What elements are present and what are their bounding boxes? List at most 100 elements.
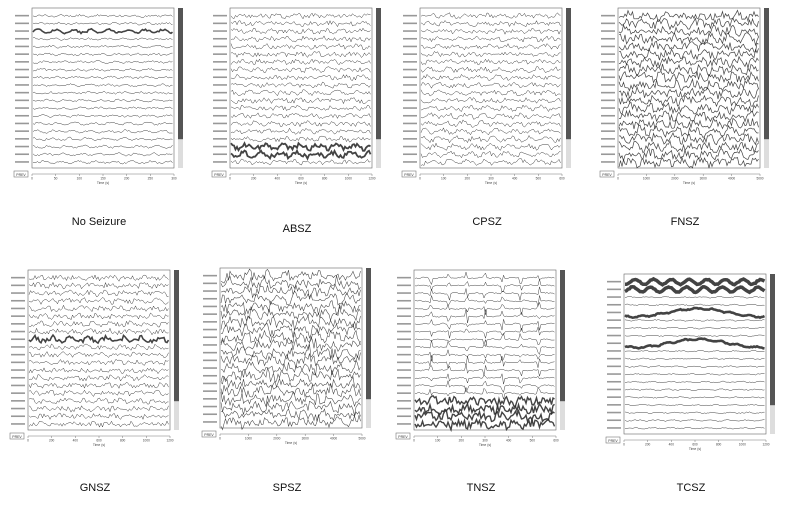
scrollbar-thumb[interactable] (770, 274, 775, 406)
scrollbar-thumb[interactable] (178, 8, 183, 140)
x-tick-label: 100 (77, 177, 83, 181)
x-axis-label: Time (s) (285, 441, 297, 445)
scrollbar-thumb[interactable] (566, 8, 571, 140)
x-tick-label: 50 (54, 177, 58, 181)
x-tick-label: 5000 (756, 177, 763, 181)
x-tick-label: 1000 (345, 177, 352, 181)
x-tick-label: 800 (120, 439, 126, 443)
channel-labels (15, 14, 29, 163)
channel-labels (11, 276, 25, 425)
x-tick-label: 3000 (302, 437, 309, 441)
caption-spsz: SPSZ (272, 482, 302, 494)
prev-button[interactable] (13, 170, 29, 178)
channel-labels (213, 14, 227, 163)
scrollbar-thumb[interactable] (560, 270, 565, 402)
prev-button[interactable] (211, 170, 227, 178)
x-tick-label: 1200 (762, 443, 769, 447)
eeg-traces (618, 9, 759, 169)
prev-button[interactable] (401, 170, 417, 178)
x-tick-label: 0 (617, 177, 619, 181)
x-tick-label: 0 (27, 439, 29, 443)
eeg-traces (32, 13, 173, 165)
x-tick-label: 400 (275, 177, 281, 181)
x-tick-label: 600 (553, 439, 559, 443)
x-axis: 0 100 200 300 400 500 600 Time (s) (413, 435, 559, 447)
channel-labels (403, 14, 417, 163)
x-tick-label: 400 (506, 439, 512, 443)
x-tick-label: 4000 (728, 177, 735, 181)
x-tick-label: 600 (96, 439, 102, 443)
eeg-panel-no-seizure: PREV 0 50 100 150 200 250 300 Time (s) (12, 6, 186, 186)
prev-button[interactable] (599, 170, 615, 178)
x-tick-label: 300 (482, 439, 488, 443)
x-tick-label: 0 (413, 439, 415, 443)
x-axis: 0 200 400 600 800 1000 1200 Time (s) (623, 439, 770, 451)
x-tick-label: 150 (100, 177, 106, 181)
x-tick-label: 1000 (245, 437, 252, 441)
eeg-panel-absz: PREV 0 200 400 600 800 1000 1200 Time (s) (210, 6, 384, 186)
x-tick-label: 200 (49, 439, 55, 443)
x-tick-label: 600 (298, 177, 304, 181)
x-tick-label: 600 (692, 443, 698, 447)
channel-labels (607, 280, 621, 429)
x-tick-label: 300 (488, 177, 494, 181)
x-axis: 0 100 200 300 400 500 600 Time (s) (419, 173, 565, 185)
prev-button-label: PREV (602, 173, 612, 177)
x-axis: 0 1000 2000 3000 4000 5000 Time (s) (617, 173, 764, 185)
x-tick-label: 0 (229, 177, 231, 181)
caption-tnsz: TNSZ (466, 482, 496, 494)
x-tick-label: 200 (251, 177, 257, 181)
eeg-panel-fnsz: PREV 0 1000 2000 3000 4000 5000 Time (s) (598, 6, 772, 186)
x-tick-label: 1000 (739, 443, 746, 447)
eeg-panel-spsz: PREV 0 1000 2000 3000 4000 5000 Time (s) (200, 266, 374, 446)
eeg-panel-tcsz: PREV 0 200 400 600 800 1000 1200 Time (s) (604, 272, 778, 452)
x-axis: 0 200 400 600 800 1000 1200 Time (s) (27, 435, 174, 447)
caption-cpsz: CPSZ (472, 216, 502, 228)
eeg-panel-gnsz: PREV 0 200 400 600 800 1000 1200 Time (s) (8, 268, 182, 448)
x-tick-label: 400 (73, 439, 79, 443)
x-axis: 0 200 400 600 800 1000 1200 Time (s) (229, 173, 376, 185)
scrollbar-thumb[interactable] (366, 268, 371, 400)
prev-button[interactable] (395, 432, 411, 440)
x-tick-label: 300 (171, 177, 177, 181)
plot-frame (31, 7, 175, 169)
plot-frame (27, 269, 171, 431)
eeg-panel-tnsz: PREV 0 100 200 300 400 500 600 Time (s) (394, 268, 568, 448)
prev-button-label: PREV (214, 173, 224, 177)
prev-button[interactable] (9, 432, 25, 440)
x-axis-label: Time (s) (93, 443, 105, 447)
x-tick-label: 0 (31, 177, 33, 181)
caption-tcsz: TCSZ (676, 482, 706, 494)
prev-button-label: PREV (404, 173, 414, 177)
x-axis-label: Time (s) (683, 181, 695, 185)
x-axis-label: Time (s) (689, 447, 701, 451)
x-tick-label: 0 (623, 443, 625, 447)
x-tick-label: 4000 (330, 437, 337, 441)
x-tick-label: 500 (536, 177, 542, 181)
channel-labels (601, 14, 615, 163)
x-tick-label: 500 (530, 439, 536, 443)
eeg-traces (220, 268, 361, 431)
x-tick-label: 1200 (368, 177, 375, 181)
eeg-traces (414, 271, 556, 433)
x-tick-label: 800 (322, 177, 328, 181)
x-tick-label: 100 (435, 439, 441, 443)
caption-absz: ABSZ (282, 223, 312, 235)
x-axis-label: Time (s) (295, 181, 307, 185)
x-tick-label: 250 (148, 177, 154, 181)
scrollbar-thumb[interactable] (376, 8, 381, 140)
scrollbar-thumb[interactable] (764, 8, 769, 140)
plot-frame (419, 7, 563, 169)
caption-no-seizure: No Seizure (71, 216, 127, 228)
scrollbar-thumb[interactable] (174, 270, 179, 402)
x-tick-label: 200 (645, 443, 651, 447)
x-tick-label: 200 (465, 177, 471, 181)
eeg-traces (624, 276, 766, 430)
prev-button[interactable] (201, 430, 217, 438)
prev-button-label: PREV (16, 173, 26, 177)
prev-button[interactable] (605, 436, 621, 444)
x-tick-label: 2000 (273, 437, 280, 441)
caption-fnsz: FNSZ (670, 216, 700, 228)
eeg-traces (420, 12, 561, 166)
plot-frame (229, 7, 373, 169)
